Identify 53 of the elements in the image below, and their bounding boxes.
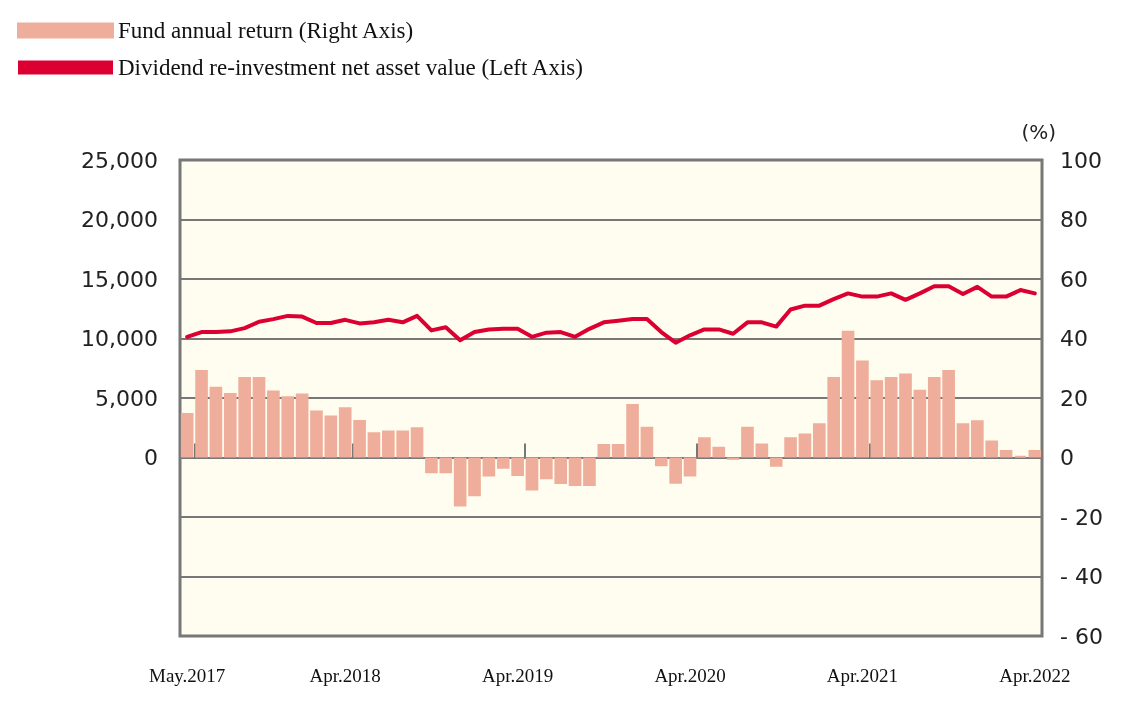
x-tick-label: Apr.2022: [999, 665, 1071, 686]
bar: [295, 393, 309, 458]
bar: [884, 376, 898, 458]
y2-axis-title: (%): [1021, 120, 1056, 144]
bar: [482, 457, 496, 477]
y-tick-label: 5,000: [95, 385, 158, 411]
x-tick-label: Apr.2021: [826, 665, 899, 686]
x-tick-label: May.2017: [149, 665, 226, 686]
bar: [597, 444, 611, 458]
bar: [913, 389, 927, 458]
bar: [367, 432, 381, 458]
y-tick-label: 25,000: [81, 147, 158, 173]
bar: [999, 450, 1013, 458]
y-tick-label: 20,000: [81, 207, 158, 232]
legend-label: Fund annual return (Right Axis): [118, 18, 414, 43]
x-tick-label: Apr.2018: [309, 665, 381, 686]
bar: [453, 457, 467, 507]
y-tick-label: 15,000: [81, 266, 158, 292]
bar: [310, 410, 323, 458]
bar: [755, 443, 769, 458]
x-tick-label: Apr.2020: [654, 665, 726, 686]
line-series: [185, 284, 1037, 345]
bar: [468, 457, 481, 497]
bar: [769, 457, 783, 467]
bar: [410, 427, 424, 458]
y2-tick-label: - 40: [1060, 564, 1103, 589]
y2-tick-label: 40: [1060, 326, 1088, 351]
bar: [683, 457, 697, 477]
bar: [798, 433, 812, 458]
y2-tick-label: 80: [1060, 207, 1088, 232]
y2-tick-label: 60: [1060, 266, 1088, 292]
bar: [640, 426, 654, 458]
bar: [899, 373, 912, 458]
bar: [583, 457, 596, 487]
y2-tick-label: 0: [1060, 445, 1074, 470]
y-tick-label: 0: [144, 445, 158, 470]
bar: [568, 457, 582, 487]
x-tick-label: Apr.2019: [481, 665, 554, 686]
bar: [324, 415, 338, 458]
bar: [1028, 450, 1042, 458]
bar: [209, 386, 223, 458]
y2-tick-label: 100: [1060, 147, 1102, 173]
bar: [841, 330, 855, 458]
bar: [252, 376, 266, 458]
bar: [525, 457, 539, 491]
bar: [784, 437, 797, 458]
legend-label: Dividend re-investment net asset value (Left Axis): [118, 55, 583, 80]
y2-tick-label: - 20: [1060, 504, 1103, 530]
y-tick-label: 10,000: [81, 326, 158, 351]
bar: [956, 423, 970, 458]
bar: [741, 426, 754, 458]
y2-tick-label: - 60: [1060, 623, 1103, 649]
y2-tick-label: 20: [1060, 385, 1088, 411]
